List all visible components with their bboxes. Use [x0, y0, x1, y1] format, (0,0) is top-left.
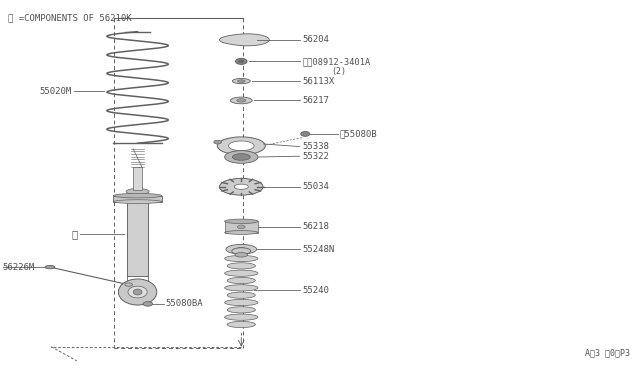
Text: 55034: 55034	[303, 182, 330, 191]
Text: 55240: 55240	[303, 286, 330, 295]
Ellipse shape	[230, 97, 252, 104]
Ellipse shape	[225, 314, 258, 320]
Ellipse shape	[225, 299, 258, 306]
Text: 56113X: 56113X	[303, 77, 335, 86]
Ellipse shape	[237, 225, 245, 229]
Ellipse shape	[125, 283, 132, 286]
Text: 56204: 56204	[303, 35, 330, 44]
Ellipse shape	[225, 270, 258, 276]
Ellipse shape	[227, 263, 255, 269]
Polygon shape	[133, 167, 142, 190]
Ellipse shape	[218, 137, 265, 155]
Text: 56218: 56218	[303, 222, 330, 231]
Ellipse shape	[226, 244, 257, 254]
Ellipse shape	[113, 200, 162, 203]
Ellipse shape	[235, 253, 248, 257]
Text: 55020M: 55020M	[40, 87, 72, 96]
Ellipse shape	[45, 266, 55, 269]
Ellipse shape	[301, 132, 310, 137]
Ellipse shape	[225, 219, 258, 224]
Ellipse shape	[232, 78, 250, 84]
Polygon shape	[220, 34, 269, 46]
Ellipse shape	[113, 193, 162, 198]
Ellipse shape	[232, 248, 251, 254]
Ellipse shape	[227, 307, 255, 313]
Ellipse shape	[225, 285, 258, 291]
Text: 56226M: 56226M	[2, 263, 34, 272]
Ellipse shape	[237, 247, 246, 251]
Ellipse shape	[126, 189, 149, 195]
Ellipse shape	[225, 231, 258, 234]
Ellipse shape	[236, 58, 247, 64]
Ellipse shape	[234, 184, 248, 189]
Ellipse shape	[237, 99, 246, 102]
Text: ※ⓝ08912-3401A: ※ⓝ08912-3401A	[303, 57, 371, 66]
Ellipse shape	[225, 256, 258, 262]
Text: 55080BA: 55080BA	[166, 299, 204, 308]
Text: ※ =COMPONENTS OF 56210K: ※ =COMPONENTS OF 56210K	[8, 13, 131, 22]
Text: (2): (2)	[332, 67, 346, 76]
Text: 55248N: 55248N	[303, 245, 335, 254]
Ellipse shape	[239, 60, 244, 63]
Ellipse shape	[128, 286, 147, 298]
Text: 55338: 55338	[303, 142, 330, 151]
Ellipse shape	[227, 321, 255, 328]
Text: ※: ※	[72, 230, 78, 239]
Text: A：3 ※0：P3: A：3 ※0：P3	[586, 348, 630, 357]
Text: 55322: 55322	[303, 152, 330, 161]
Ellipse shape	[232, 154, 250, 160]
Polygon shape	[113, 196, 162, 202]
Ellipse shape	[143, 302, 152, 306]
Ellipse shape	[227, 292, 255, 298]
Text: ※55080B: ※55080B	[340, 129, 378, 138]
Ellipse shape	[228, 141, 254, 151]
Text: 56217: 56217	[303, 96, 330, 105]
Ellipse shape	[237, 80, 245, 83]
Ellipse shape	[225, 151, 258, 163]
Ellipse shape	[220, 179, 263, 195]
Ellipse shape	[214, 140, 221, 144]
Polygon shape	[225, 221, 258, 232]
Ellipse shape	[227, 278, 255, 283]
Polygon shape	[127, 202, 148, 276]
Ellipse shape	[118, 279, 157, 305]
Ellipse shape	[133, 289, 142, 295]
